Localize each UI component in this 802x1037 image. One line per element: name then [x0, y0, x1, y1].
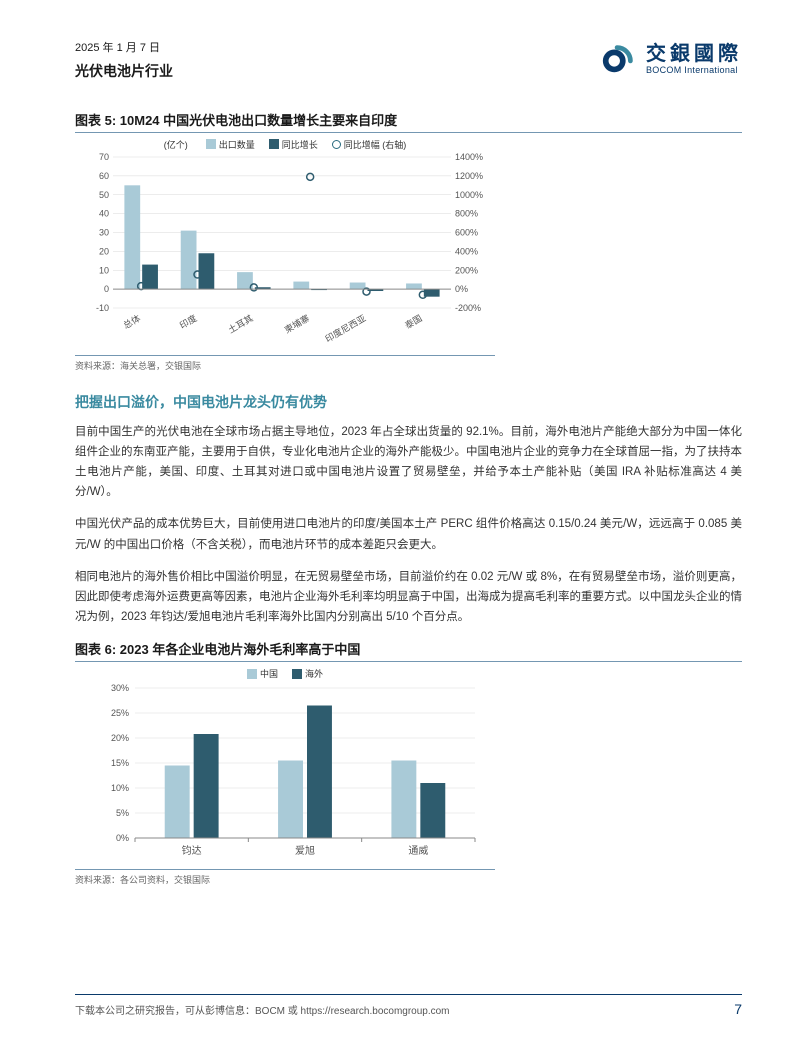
svg-text:50: 50: [99, 190, 109, 200]
svg-text:400%: 400%: [455, 246, 478, 256]
svg-text:-10: -10: [96, 303, 109, 313]
chart6-section: 图表 6: 2023 年各企业电池片海外毛利率高于中国 中国 海外 0% 5% 10…: [75, 639, 742, 886]
page-header: 2025 年 1 月 7 日 光伏电池片行业 交銀國際 BOCOM Intern…: [75, 40, 742, 82]
svg-text:200%: 200%: [455, 265, 478, 275]
svg-text:1000%: 1000%: [455, 190, 483, 200]
svg-text:25%: 25%: [111, 708, 129, 718]
svg-text:30: 30: [99, 227, 109, 237]
logo: 交銀國際 BOCOM International: [600, 40, 742, 78]
svg-text:爱旭: 爱旭: [295, 844, 315, 857]
section-heading: 把握出口溢价，中国电池片龙头仍有优势: [75, 392, 742, 412]
svg-text:土耳其: 土耳其: [226, 312, 255, 335]
logo-cn: 交銀國際: [646, 43, 742, 65]
svg-text:800%: 800%: [455, 209, 478, 219]
swatch-dark-icon: [269, 139, 279, 149]
chart5-svg: -10 0 10 20 30 40 50 60 70 -200% 0% 200% 400% 600% 800…: [75, 153, 495, 348]
svg-text:10: 10: [99, 265, 109, 275]
report-date: 2025 年 1 月 7 日: [75, 40, 173, 58]
svg-text:30%: 30%: [111, 683, 129, 693]
chart5-box: (亿个) 出口数量 同比增长 同比增幅 (右轴) -10 0 10 20 30 40 50 6…: [75, 138, 495, 351]
page-footer: 下载本公司之研究报告，可从彭博信息：BOCM 或 https://researc…: [75, 994, 742, 1017]
svg-text:70: 70: [99, 153, 109, 162]
body-para-1: 目前中国生产的光伏电池在全球市场占据主导地位，2023 年占全球出货量的 92.…: [75, 422, 742, 503]
bocom-logo-icon: [600, 40, 638, 78]
chart5-title: 图表 5: 10M24 中国光伏电池出口数量增长主要来自印度: [75, 110, 742, 133]
swatch-circle-icon: [332, 140, 341, 149]
chart5-yunit: (亿个): [164, 138, 188, 151]
svg-text:印度: 印度: [177, 312, 198, 331]
chart5-legend: (亿个) 出口数量 同比增长 同比增幅 (右轴): [75, 138, 495, 151]
svg-text:5%: 5%: [116, 808, 129, 818]
svg-text:总体: 总体: [121, 312, 142, 331]
svg-text:印度尼西亚: 印度尼西亚: [323, 312, 367, 344]
chart6-box: 中国 海外 0% 5% 10% 15% 20% 25% 30% 钧达 爱旭 通威: [75, 667, 495, 865]
chart6-title: 图表 6: 2023 年各企业电池片海外毛利率高于中国: [75, 639, 742, 662]
svg-text:20%: 20%: [111, 733, 129, 743]
legend-item: 同比增幅 (右轴): [332, 138, 407, 151]
report-sector: 光伏电池片行业: [75, 60, 173, 82]
swatch-dark-icon: [292, 669, 302, 679]
page-number: 7: [734, 1001, 742, 1017]
chart6-legend: 中国 海外: [75, 667, 495, 680]
legend-item: 海外: [292, 667, 323, 680]
chart6-source: 资料来源：各公司资料，交银国际: [75, 869, 495, 886]
svg-text:钧达: 钧达: [182, 845, 202, 857]
swatch-light-icon: [206, 139, 216, 149]
legend-item: 同比增长: [269, 138, 318, 151]
svg-text:1200%: 1200%: [455, 171, 483, 181]
logo-text: 交銀國際 BOCOM International: [646, 43, 742, 75]
svg-text:泰国: 泰国: [403, 312, 424, 331]
svg-text:10%: 10%: [111, 783, 129, 793]
footer-text: 下载本公司之研究报告，可从彭博信息：BOCM 或 https://researc…: [75, 1002, 450, 1017]
svg-text:40: 40: [99, 209, 109, 219]
chart6-svg: 0% 5% 10% 15% 20% 25% 30% 钧达 爱旭 通威: [75, 682, 495, 862]
svg-text:600%: 600%: [455, 227, 478, 237]
legend-item: 中国: [247, 667, 278, 680]
body-para-3: 相同电池片的海外售价相比中国溢价明显，在无贸易壁垒市场，目前溢价约在 0.02 …: [75, 567, 742, 627]
svg-text:0%: 0%: [455, 284, 468, 294]
svg-text:通威: 通威: [408, 844, 428, 857]
svg-text:1400%: 1400%: [455, 153, 483, 162]
chart5-source: 资料来源：海关总署，交银国际: [75, 355, 495, 372]
svg-text:0%: 0%: [116, 833, 129, 843]
legend-item: 出口数量: [206, 138, 255, 151]
svg-text:15%: 15%: [111, 758, 129, 768]
svg-text:20: 20: [99, 246, 109, 256]
body-para-2: 中国光伏产品的成本优势巨大，目前使用进口电池片的印度/美国本土产 PERC 组件…: [75, 514, 742, 554]
chart5-section: 图表 5: 10M24 中国光伏电池出口数量增长主要来自印度 (亿个) 出口数量…: [75, 110, 742, 372]
svg-text:0: 0: [104, 284, 109, 294]
svg-text:柬埔寨: 柬埔寨: [282, 312, 311, 335]
header-left: 2025 年 1 月 7 日 光伏电池片行业: [75, 40, 173, 82]
swatch-light-icon: [247, 669, 257, 679]
logo-en: BOCOM International: [646, 65, 742, 75]
svg-text:-200%: -200%: [455, 303, 481, 313]
svg-text:60: 60: [99, 171, 109, 181]
